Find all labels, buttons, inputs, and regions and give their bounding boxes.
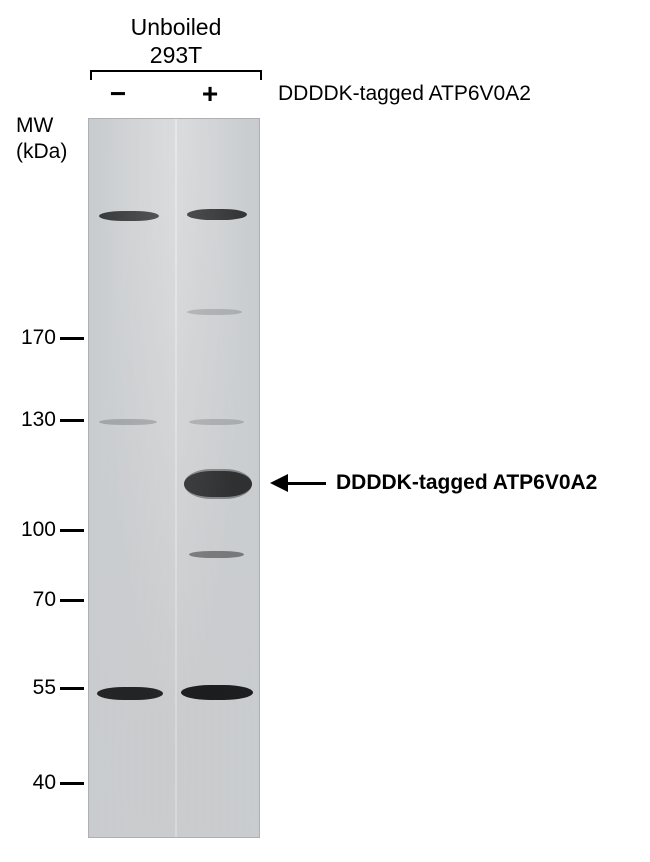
arrow-head-icon — [270, 474, 288, 492]
mw-tick-label: 100 — [8, 518, 56, 542]
mw-title-line1: MW — [16, 114, 53, 138]
header-bracket-top — [90, 70, 262, 72]
mw-tick-mark — [60, 419, 84, 422]
gel-shading — [89, 119, 259, 837]
header-line1: Unboiled — [131, 14, 222, 41]
tag-label: DDDDK-tagged ATP6V0A2 — [278, 82, 531, 106]
mw-tick-label: 130 — [8, 408, 56, 432]
mw-title-line2: (kDa) — [16, 140, 67, 164]
mw-tick-mark — [60, 599, 84, 602]
header-bracket-left — [90, 70, 92, 80]
mw-tick-label: 40 — [8, 771, 56, 795]
mw-tick-mark — [60, 687, 84, 690]
header-line2: 293T — [150, 42, 202, 69]
header-bracket-right — [260, 70, 262, 80]
mw-tick-label: 170 — [8, 326, 56, 350]
mw-tick-label: 70 — [8, 588, 56, 612]
mw-tick-label: 55 — [8, 676, 56, 700]
lane-minus-label: − — [110, 78, 126, 110]
gel-image — [88, 118, 260, 838]
arrow-label: DDDDK-tagged ATP6V0A2 — [336, 471, 597, 495]
mw-tick-mark — [60, 782, 84, 785]
mw-tick-mark — [60, 337, 84, 340]
mw-tick-mark — [60, 529, 84, 532]
lane-plus-label: + — [202, 78, 218, 110]
arrow-shaft — [288, 482, 326, 485]
